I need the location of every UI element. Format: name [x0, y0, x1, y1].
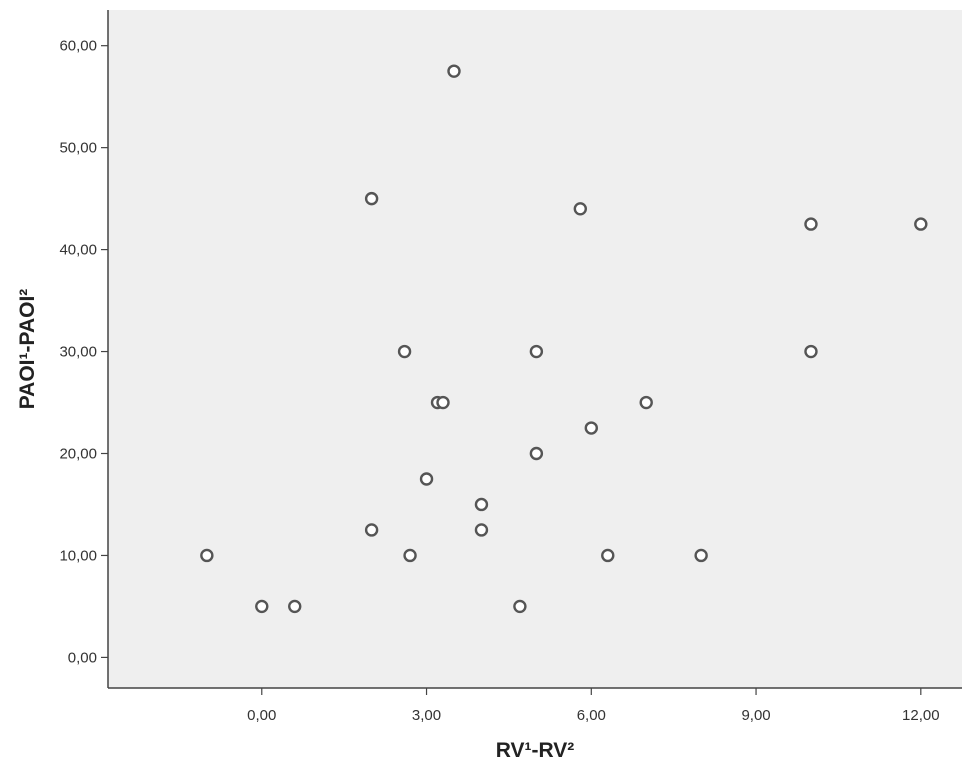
y-tick-label: 60,00	[59, 38, 97, 55]
data-point	[474, 523, 489, 537]
data-points	[200, 64, 928, 614]
y-tick-label: 50,00	[59, 140, 97, 157]
data-point	[474, 497, 489, 512]
data-point	[573, 202, 588, 216]
data-point	[436, 395, 450, 410]
y-axis-ticks: 0,00 10,00 20,00 30,00 40,00 50,00 60,00	[59, 38, 108, 666]
data-point	[200, 548, 214, 563]
data-point	[694, 548, 708, 563]
x-axis-ticks: 0,00 3,00 6,00 9,00 12,00	[247, 688, 940, 724]
y-tick-label: 30,00	[59, 344, 97, 361]
data-point	[529, 344, 544, 359]
x-tick-label: 9,00	[741, 707, 770, 724]
data-point	[529, 446, 544, 461]
data-point	[255, 599, 269, 614]
axes	[107, 10, 962, 689]
y-tick-label: 40,00	[59, 242, 97, 259]
data-point	[364, 191, 379, 206]
x-axis-title: RV¹-RV²	[496, 739, 575, 762]
data-point	[447, 64, 461, 78]
data-point	[804, 217, 818, 231]
data-point	[584, 421, 598, 435]
x-tick-label: 0,00	[247, 707, 276, 724]
x-tick-label: 12,00	[902, 707, 940, 724]
data-point	[639, 395, 653, 410]
data-point	[914, 217, 928, 231]
data-point	[403, 548, 417, 563]
y-tick-label: 0,00	[68, 649, 97, 666]
data-point	[364, 523, 379, 537]
y-tick-label: 10,00	[59, 547, 97, 564]
data-point	[419, 472, 434, 486]
data-point	[288, 599, 302, 614]
data-point	[397, 344, 412, 359]
data-point	[601, 548, 615, 563]
data-point	[804, 344, 818, 359]
x-tick-label: 3,00	[412, 707, 441, 724]
y-axis-title: PAOI¹-PAOI²	[16, 289, 39, 410]
y-tick-label: 20,00	[59, 446, 97, 463]
data-point	[513, 599, 527, 614]
x-tick-label: 6,00	[577, 707, 606, 724]
